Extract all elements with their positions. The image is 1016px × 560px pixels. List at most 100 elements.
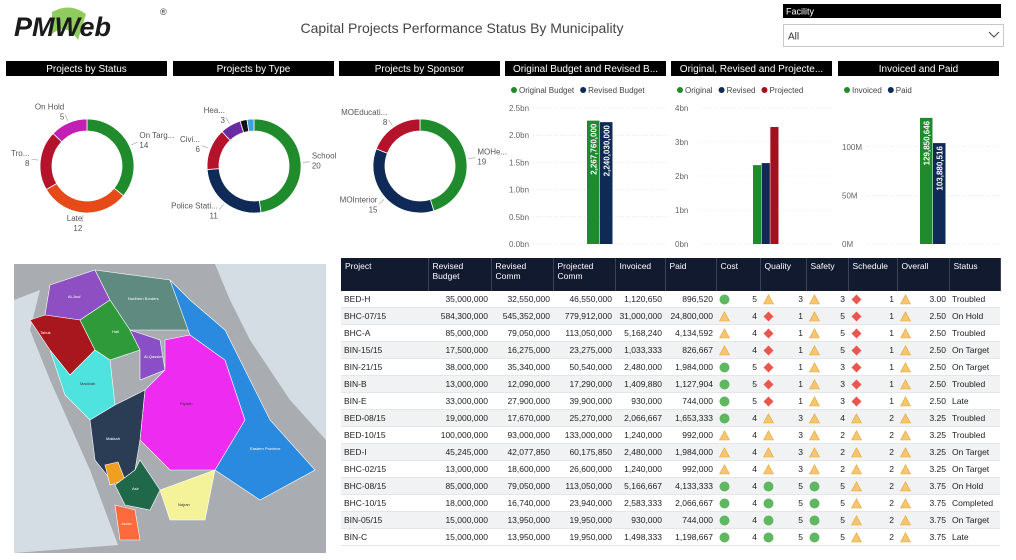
indicator-cell: 3 bbox=[760, 409, 806, 427]
indicator-value: 5 bbox=[752, 379, 757, 389]
column-header[interactable]: Cost bbox=[716, 258, 761, 291]
amount-cell: 42,077,850 bbox=[491, 443, 553, 461]
column-header[interactable]: Overall bbox=[897, 258, 950, 291]
indicator: 4 bbox=[719, 498, 757, 509]
project-cell: BIN-15/15 bbox=[341, 341, 428, 359]
indicator-value: 1 bbox=[798, 311, 803, 321]
status-shape bbox=[719, 481, 730, 491]
y-tick-label: 50M bbox=[842, 191, 858, 200]
amount-cell: 16,740,000 bbox=[491, 494, 553, 512]
status-shape bbox=[851, 497, 862, 508]
indicator-value: 3 bbox=[798, 464, 803, 474]
column-header[interactable]: Status bbox=[949, 258, 1001, 291]
leader-line bbox=[468, 157, 476, 159]
status-shape bbox=[851, 531, 862, 542]
indicator-value: 2 bbox=[840, 447, 845, 457]
column-header[interactable]: Safety bbox=[806, 258, 849, 291]
project-cell: BIN-B bbox=[341, 375, 428, 393]
status-icon bbox=[763, 481, 774, 491]
donut-slice bbox=[45, 182, 124, 214]
status-shape bbox=[900, 480, 911, 491]
indicator: 3 bbox=[809, 395, 845, 407]
status-icon bbox=[719, 310, 730, 321]
leader-line bbox=[82, 214, 84, 222]
project-cell: BHC-08/15 bbox=[341, 477, 428, 495]
indicator-cell: 3 bbox=[760, 460, 806, 478]
column-header[interactable]: Revised Comm bbox=[491, 258, 554, 291]
donut-slice bbox=[246, 118, 255, 132]
indicator-cell: 1 bbox=[848, 392, 897, 410]
column-header[interactable]: Schedule bbox=[848, 258, 898, 291]
indicator-cell: 4 bbox=[716, 409, 760, 427]
indicator-cell: 1 bbox=[848, 375, 897, 393]
status-shape bbox=[809, 429, 820, 440]
status-icon bbox=[763, 396, 774, 406]
status-icon bbox=[851, 294, 862, 304]
status-cell: On Target bbox=[949, 460, 1000, 478]
status-icon bbox=[719, 379, 730, 389]
indicator-value: 4 bbox=[752, 498, 757, 508]
status-cell: Completed bbox=[949, 494, 1000, 512]
filter-dropdown[interactable] bbox=[783, 24, 1004, 47]
donut-value: 8 bbox=[25, 159, 30, 168]
amount-cell: 2,066,667 bbox=[615, 409, 665, 427]
indicator-cell: 3.25 bbox=[897, 426, 949, 444]
indicator: 1 bbox=[851, 362, 894, 373]
indicator: 3 bbox=[763, 293, 803, 305]
amount-cell: 13,950,000 bbox=[491, 528, 553, 546]
amount-cell: 15,000,000 bbox=[428, 511, 491, 529]
amount-cell: 1,120,650 bbox=[615, 291, 665, 308]
indicator-cell: 5 bbox=[716, 358, 760, 376]
indicator-value: 2 bbox=[889, 498, 894, 508]
donut-value: 6 bbox=[196, 145, 201, 154]
indicator-value: 5 bbox=[840, 481, 845, 491]
indicator-value: 5 bbox=[840, 345, 845, 355]
amount-cell: 93,000,000 bbox=[491, 426, 553, 444]
status-icon bbox=[763, 345, 774, 355]
status-icon bbox=[719, 327, 730, 338]
indicator-value: 1 bbox=[889, 311, 894, 321]
column-header[interactable]: Paid bbox=[665, 258, 717, 291]
status-icon bbox=[900, 531, 911, 542]
indicator-cell: 2.50 bbox=[897, 392, 949, 410]
column-header[interactable]: Projected Comm bbox=[553, 258, 616, 291]
header-row: Project Revised Budget Revised Comm Project… bbox=[341, 258, 1001, 291]
y-tick-label: 1.5bn bbox=[509, 158, 529, 167]
indicator: 1 bbox=[851, 294, 894, 305]
column-header[interactable]: Invoiced bbox=[615, 258, 666, 291]
status-shape bbox=[809, 293, 820, 304]
amount-cell: 1,653,333 bbox=[665, 409, 716, 427]
indicator-cell: 5 bbox=[806, 494, 848, 512]
indicator: 3.75 bbox=[900, 514, 946, 526]
status-icon bbox=[719, 294, 730, 304]
column-header[interactable]: Quality bbox=[760, 258, 807, 291]
amount-cell: 113,050,000 bbox=[553, 324, 615, 342]
status-icon bbox=[851, 480, 862, 491]
donut-label: Police Stati... bbox=[171, 201, 218, 210]
indicator-cell: 5 bbox=[806, 324, 848, 342]
status-cell: Troubled bbox=[949, 409, 1000, 427]
panel-title: Projects by Status bbox=[46, 64, 127, 75]
amount-cell: 1,984,000 bbox=[665, 443, 716, 461]
panel-header bbox=[838, 61, 999, 76]
status-shape bbox=[809, 446, 820, 457]
project-cell: BIN-C bbox=[341, 528, 428, 546]
status-icon bbox=[719, 362, 730, 372]
indicator-value: 4 bbox=[752, 311, 757, 321]
status-icon bbox=[851, 531, 862, 542]
indicator-value: 4 bbox=[752, 532, 757, 542]
status-icon bbox=[900, 514, 911, 525]
amount-cell: 896,520 bbox=[665, 291, 716, 308]
status-shape bbox=[851, 328, 862, 338]
donut-slice bbox=[52, 118, 88, 143]
indicator: 1 bbox=[763, 362, 803, 373]
status-icon bbox=[719, 396, 730, 406]
project-cell: BED-H bbox=[341, 291, 428, 308]
column-header[interactable]: Project bbox=[341, 258, 429, 291]
map-region bbox=[114, 504, 141, 541]
indicator-cell: 3.25 bbox=[897, 443, 949, 461]
status-icon bbox=[900, 361, 911, 372]
status-icon bbox=[900, 378, 911, 389]
indicator-cell: 2 bbox=[806, 443, 848, 461]
column-header[interactable]: Revised Budget bbox=[428, 258, 492, 291]
